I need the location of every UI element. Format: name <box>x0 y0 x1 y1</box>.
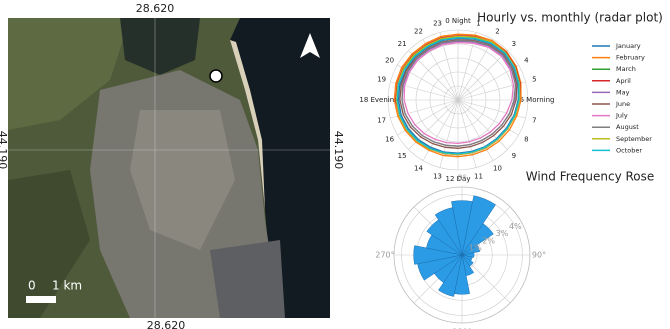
hour-label: 21 <box>398 40 407 48</box>
legend-label: January <box>615 42 641 50</box>
radar-series <box>401 39 517 147</box>
rose-sector <box>461 252 475 258</box>
legend-label: February <box>616 54 645 62</box>
rose-sector <box>461 195 496 256</box>
radar-spoke <box>439 99 459 168</box>
hour-label: 0 Night <box>445 17 471 25</box>
radar-spoke <box>457 39 494 101</box>
hour-label: 2 <box>495 28 499 36</box>
hour-label: 10 <box>493 164 502 172</box>
radar-series <box>393 33 522 158</box>
hour-label: 7 <box>532 116 536 124</box>
legend-label: September <box>616 135 652 143</box>
hour-label: 17 <box>377 116 386 124</box>
hour-label: 23 <box>433 20 442 28</box>
rose-radial-label: 3% <box>496 229 509 238</box>
rose-title: Wind Frequency Rose <box>526 170 655 184</box>
rose-radial-label: 4% <box>509 222 522 231</box>
hour-label: 16 <box>385 136 394 144</box>
legend-label: March <box>616 65 636 73</box>
rose-sector <box>461 244 481 256</box>
rose-sector <box>434 207 463 256</box>
hour-label: 9 <box>512 152 516 160</box>
radar-spoke <box>457 99 477 168</box>
rose-radial-label: 1% <box>469 243 482 252</box>
hour-label: 1 <box>476 20 480 28</box>
right-coordinate: 44.190 <box>332 131 345 170</box>
legend-label: April <box>616 77 631 85</box>
hour-label: 14 <box>414 164 423 172</box>
bottom-coordinate: 28.620 <box>147 319 186 329</box>
left-coordinate: 44.190 <box>0 131 9 170</box>
hour-label: 13 <box>433 172 442 180</box>
legend-label: July <box>615 112 628 120</box>
hour-label: 12 Day <box>446 175 471 183</box>
rose-angle-label: 270° <box>375 251 394 260</box>
radar-series <box>403 41 515 145</box>
satellite-map <box>8 18 330 318</box>
radar-spoke <box>457 99 519 136</box>
radar-spoke <box>457 99 494 161</box>
radar-spoke <box>457 81 526 101</box>
radar-series <box>399 39 518 149</box>
rose-angle-label: 90° <box>532 251 546 260</box>
scale-zero: 0 <box>28 279 36 293</box>
rose-angle-label: 180° <box>452 328 471 329</box>
hour-label: 5 <box>532 76 536 84</box>
radar-series <box>395 35 521 156</box>
radar-spoke <box>457 50 508 101</box>
north-arrow <box>300 33 320 58</box>
hour-label: 18 Evening <box>359 96 398 104</box>
legend-label: August <box>616 123 639 131</box>
radar-series <box>396 37 520 155</box>
top-coordinate: 28.620 <box>136 2 175 15</box>
hour-label: 20 <box>385 57 394 65</box>
rose-sector <box>461 223 494 256</box>
hour-label: 4 <box>524 57 529 65</box>
radar-title: Hourly vs. monthly (radar plot) <box>477 11 663 25</box>
legend-label: October <box>616 146 642 154</box>
rose-sector <box>413 245 463 265</box>
radar-series <box>397 37 519 154</box>
scale-bar <box>26 296 56 303</box>
rose-radial-label: 2% <box>482 236 495 245</box>
hour-label: 15 <box>398 152 407 160</box>
hour-label: 22 <box>414 28 423 36</box>
hour-label: 8 <box>524 136 528 144</box>
hour-label: 11 <box>474 172 483 180</box>
rose-angle-label: 0° <box>457 174 466 183</box>
hour-label: 6 Morning <box>519 96 554 104</box>
scale-label: 1 km <box>52 279 82 293</box>
hour-label: 3 <box>512 40 516 48</box>
location-marker <box>209 69 223 83</box>
hour-label: 19 <box>377 76 386 84</box>
rose-sector <box>438 254 463 297</box>
radar-spoke <box>457 64 519 101</box>
legend-label: May <box>616 88 630 96</box>
legend-label: June <box>615 100 630 108</box>
